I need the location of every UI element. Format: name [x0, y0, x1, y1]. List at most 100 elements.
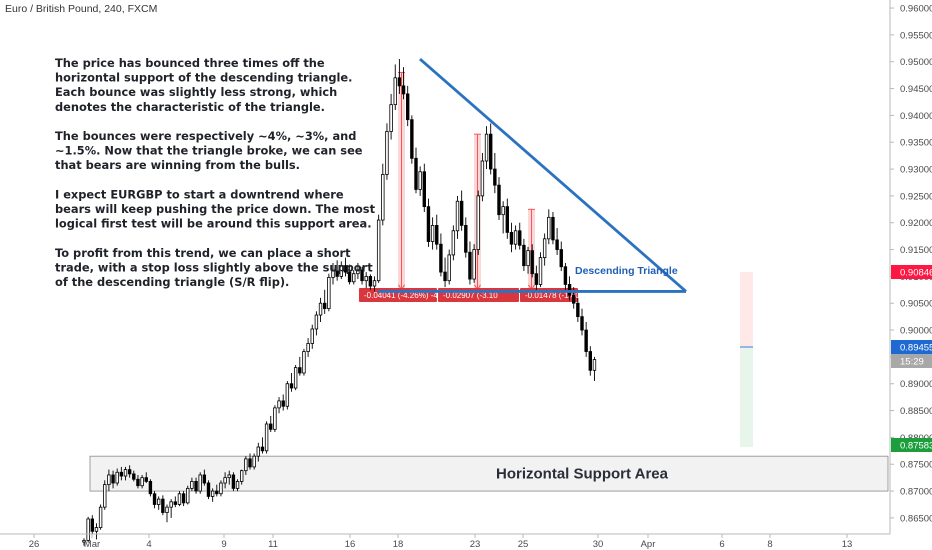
candle-body-up	[82, 540, 86, 543]
candle-body-down	[289, 383, 294, 389]
candle-body-down	[231, 474, 236, 489]
candle	[381, 163, 385, 226]
candle-body-down	[405, 93, 410, 121]
candle-body-down	[497, 184, 501, 216]
price-tick-label: 0.93500	[900, 138, 932, 149]
candle-body-up	[376, 219, 381, 282]
candle-body-down	[148, 481, 153, 495]
candle-body-up	[385, 131, 389, 175]
time-tick-label: 26	[29, 539, 40, 550]
candle	[310, 324, 314, 349]
candle	[144, 472, 148, 484]
price-tick-label: 0.90000	[900, 326, 932, 337]
candle-body-up	[98, 506, 103, 528]
price-badge-bg	[891, 340, 932, 354]
candle-body-down	[248, 458, 252, 468]
annotation-text-block: The price has bounced three times off th…	[55, 56, 376, 289]
candle-body-up	[190, 481, 194, 489]
time-tick-label: 13	[842, 539, 853, 550]
candle	[277, 397, 281, 414]
candle	[563, 262, 568, 290]
candle-body-up	[327, 277, 331, 309]
price-tick-label: 0.88500	[900, 406, 932, 417]
candle	[518, 222, 522, 250]
candles-layer	[82, 59, 597, 546]
price-badge-label: 0.90846	[900, 268, 932, 279]
candle	[123, 466, 128, 481]
price-axis-badges: 0.90846 0.89455 15:29 0.87583	[891, 265, 932, 452]
candle-body-up	[538, 257, 543, 285]
candle	[86, 516, 90, 543]
time-tick-label: 11	[268, 539, 278, 550]
candle-body-down	[161, 498, 165, 513]
candle-body-down	[505, 206, 509, 233]
triangle-label: Descending Triangle	[575, 265, 678, 277]
price-badge-bg	[891, 438, 932, 452]
candle-body-up	[526, 250, 530, 267]
candle	[418, 166, 422, 196]
time-tick-label: 18	[393, 539, 404, 550]
support-area-rect	[89, 455, 889, 492]
candle-body-up	[177, 493, 182, 505]
candle	[592, 356, 597, 382]
projection-zone	[740, 272, 753, 447]
candle-body-up	[306, 343, 310, 352]
candle	[136, 474, 140, 489]
candle	[480, 152, 485, 202]
candle	[256, 442, 260, 462]
candle-body-down	[559, 249, 563, 268]
candle-body-down	[269, 423, 273, 430]
price-tick-label: 0.87500	[900, 460, 932, 471]
candle	[339, 261, 343, 280]
candle-body-up	[372, 280, 377, 287]
candle	[385, 123, 389, 180]
candle-body-down	[119, 471, 124, 477]
candle	[464, 217, 468, 258]
candle-body-down	[464, 225, 468, 253]
time-tick-label: 4	[146, 539, 151, 550]
price-tick-label: 0.90500	[900, 299, 932, 310]
candle-body-down	[555, 239, 559, 250]
price-tick-label: 0.86500	[900, 513, 932, 524]
time-tick-label: 8	[767, 539, 772, 550]
annotation-line: trade, with a stop loss slightly above t…	[55, 260, 373, 274]
time-tick-label: 30	[593, 539, 604, 550]
candle	[547, 209, 551, 245]
candle	[360, 266, 364, 285]
candle-body-down	[111, 474, 115, 484]
candle	[82, 538, 86, 546]
candle	[194, 477, 198, 494]
candle-body-up	[318, 302, 323, 316]
bounce-label-text: -0.02907 (-3.10	[443, 291, 498, 300]
candle	[534, 265, 539, 290]
candle	[289, 372, 294, 392]
annotation-line: The bounces were respectively ~4%, ~3%, …	[55, 129, 356, 143]
price-badge-label: 0.89455	[900, 343, 932, 354]
candle-body-down	[493, 168, 497, 186]
candle	[522, 238, 526, 272]
candle-body-down	[136, 478, 140, 487]
price-tick-label: 0.94000	[900, 111, 932, 122]
annotation-line: logical first test will be around this s…	[55, 217, 372, 231]
price-tick-label: 0.87000	[900, 487, 932, 498]
candle-body-up	[542, 238, 547, 259]
candle	[161, 495, 165, 516]
candle	[347, 264, 352, 285]
candle-body-down	[281, 400, 285, 407]
candle-body-down	[298, 367, 302, 374]
price-badge-bg	[891, 265, 932, 279]
candle	[231, 472, 236, 492]
candle-body-up	[513, 230, 518, 245]
candle	[447, 249, 451, 285]
candle-body-down	[360, 269, 364, 282]
descending-triangle: Descending Triangle	[378, 57, 687, 293]
candle-body-down	[335, 270, 339, 277]
candle	[244, 456, 248, 475]
candle-body-down	[152, 493, 157, 505]
annotation-line: horizontal support of the descending tri…	[55, 71, 352, 85]
candle	[356, 262, 360, 280]
candle	[169, 499, 173, 518]
chart-title: Euro / British Pound, 240, FXCM	[5, 3, 157, 15]
candle-body-up	[364, 275, 368, 282]
candle	[472, 244, 476, 283]
